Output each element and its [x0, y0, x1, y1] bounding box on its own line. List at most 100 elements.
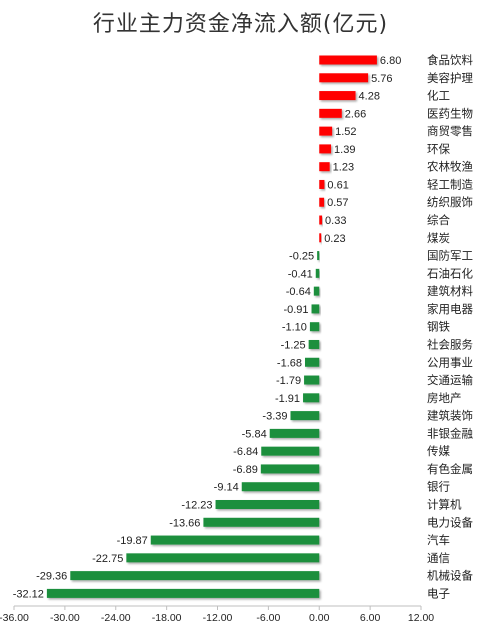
category-label: 传媒: [427, 444, 450, 458]
bar-非银金融: [269, 428, 320, 438]
value-label: -1.10: [282, 322, 307, 334]
bars-layer: [46, 55, 377, 598]
category-label: 社会服务: [427, 337, 473, 351]
category-label: 美容护理: [427, 71, 473, 85]
bar-社会服务: [308, 339, 320, 349]
x-tick-label: -36.00: [0, 612, 29, 624]
x-tick-label: 0.00: [309, 612, 330, 624]
category-label: 食品饮料: [427, 53, 473, 67]
x-tick-label: -12.00: [203, 612, 233, 624]
value-label: 5.76: [371, 73, 392, 85]
value-label: -12.23: [181, 500, 212, 512]
category-label: 农林牧渔: [427, 160, 473, 174]
bar-交通运输: [304, 375, 320, 385]
bar-商贸零售: [319, 126, 333, 136]
bar-公用事业: [305, 357, 320, 367]
category-label: 公用事业: [427, 355, 473, 369]
bar-传媒: [261, 446, 320, 456]
value-label: 1.39: [334, 144, 355, 156]
category-label: 电力设备: [427, 515, 473, 529]
bar-有色金属: [260, 464, 320, 474]
category-label: 非银金融: [427, 426, 473, 440]
category-label: 化工: [427, 89, 450, 103]
category-label: 商贸零售: [427, 124, 473, 138]
bar-钢铁: [309, 322, 320, 332]
bar-房地产: [303, 393, 320, 403]
x-tick-label: -18.00: [152, 612, 182, 624]
value-label: -6.84: [233, 446, 258, 458]
category-labels: 食品饮料美容护理化工医药生物商贸零售环保农林牧渔轻工制造纺织服饰综合煤炭国防军工…: [427, 53, 473, 600]
x-tick-label: -6.00: [256, 612, 280, 624]
category-label: 国防军工: [427, 249, 473, 263]
bar-通信: [126, 553, 320, 563]
value-labels: 6.80 5.76 4.28 2.66 1.52 1.39 1.23 0.61 0.57 0.33…: [13, 55, 402, 600]
value-label: -0.91: [283, 304, 308, 316]
value-label: -0.64: [286, 286, 311, 298]
category-label: 建筑装饰: [427, 409, 473, 423]
bar-家用电器: [311, 304, 320, 314]
value-label: -1.25: [281, 339, 306, 351]
bar-化工: [319, 91, 356, 101]
category-label: 纺织服饰: [427, 195, 473, 209]
chart-title: 行业主力资金净流入额(亿元): [92, 12, 389, 37]
value-label: -22.75: [92, 553, 123, 565]
category-label: 银行: [427, 480, 450, 494]
value-label: -5.84: [242, 428, 267, 440]
value-label: 0.57: [327, 197, 348, 209]
value-label: 0.23: [324, 233, 345, 245]
bar-医药生物: [319, 108, 342, 118]
bar-轻工制造: [319, 179, 325, 189]
category-label: 环保: [427, 142, 450, 156]
bar-环保: [319, 144, 332, 154]
bar-机械设备: [70, 571, 320, 581]
bar-电力设备: [203, 517, 320, 527]
x-tick-label: -24.00: [101, 612, 131, 624]
bar-纺织服饰: [319, 197, 325, 207]
value-label: -13.66: [169, 517, 200, 529]
value-label: -29.36: [36, 571, 67, 583]
value-label: -1.91: [275, 393, 300, 405]
bar-建筑装饰: [290, 411, 320, 421]
value-label: 2.66: [345, 108, 366, 120]
value-label: -1.68: [277, 357, 302, 369]
value-label: 0.61: [327, 179, 348, 191]
bar-综合: [319, 215, 323, 225]
category-label: 交通运输: [427, 373, 473, 387]
category-label: 通信: [427, 551, 450, 565]
value-label: -3.39: [262, 411, 287, 423]
bar-建筑材料: [313, 286, 320, 296]
category-label: 煤炭: [427, 231, 450, 245]
value-label: -6.89: [233, 464, 258, 476]
bar-汽车: [150, 535, 320, 545]
value-label: 1.23: [333, 162, 354, 174]
value-label: 4.28: [359, 91, 380, 103]
category-label: 钢铁: [427, 320, 450, 334]
x-axis-ticks: -36.00 -30.00 -24.00 -18.00 -12.00 -6.00 0.00 6…: [0, 606, 434, 624]
value-label: -0.25: [289, 251, 314, 263]
category-label: 计算机: [427, 498, 462, 512]
bar-农林牧渔: [319, 162, 330, 172]
value-label: -32.12: [13, 588, 44, 600]
x-tick-label: -30.00: [50, 612, 80, 624]
bar-石油石化: [315, 268, 320, 278]
bar-食品饮料: [319, 55, 377, 65]
category-label: 机械设备: [427, 569, 473, 583]
value-label: -0.41: [288, 268, 313, 280]
bar-国防军工: [317, 251, 320, 261]
value-label: 1.52: [335, 126, 356, 138]
value-label: -19.87: [117, 535, 148, 547]
x-tick-label: 12.00: [408, 612, 434, 624]
bar-计算机: [215, 500, 320, 509]
category-label: 医药生物: [427, 106, 473, 120]
bar-美容护理: [319, 73, 369, 83]
category-label: 汽车: [427, 533, 450, 547]
value-label: -9.14: [214, 482, 239, 494]
bar-银行: [241, 482, 320, 492]
value-label: 0.33: [325, 215, 346, 227]
category-label: 电子: [427, 586, 450, 600]
category-label: 房地产: [427, 391, 462, 405]
category-label: 有色金属: [427, 462, 473, 476]
category-label: 家用电器: [427, 302, 473, 316]
x-tick-label: 6.00: [360, 612, 381, 624]
